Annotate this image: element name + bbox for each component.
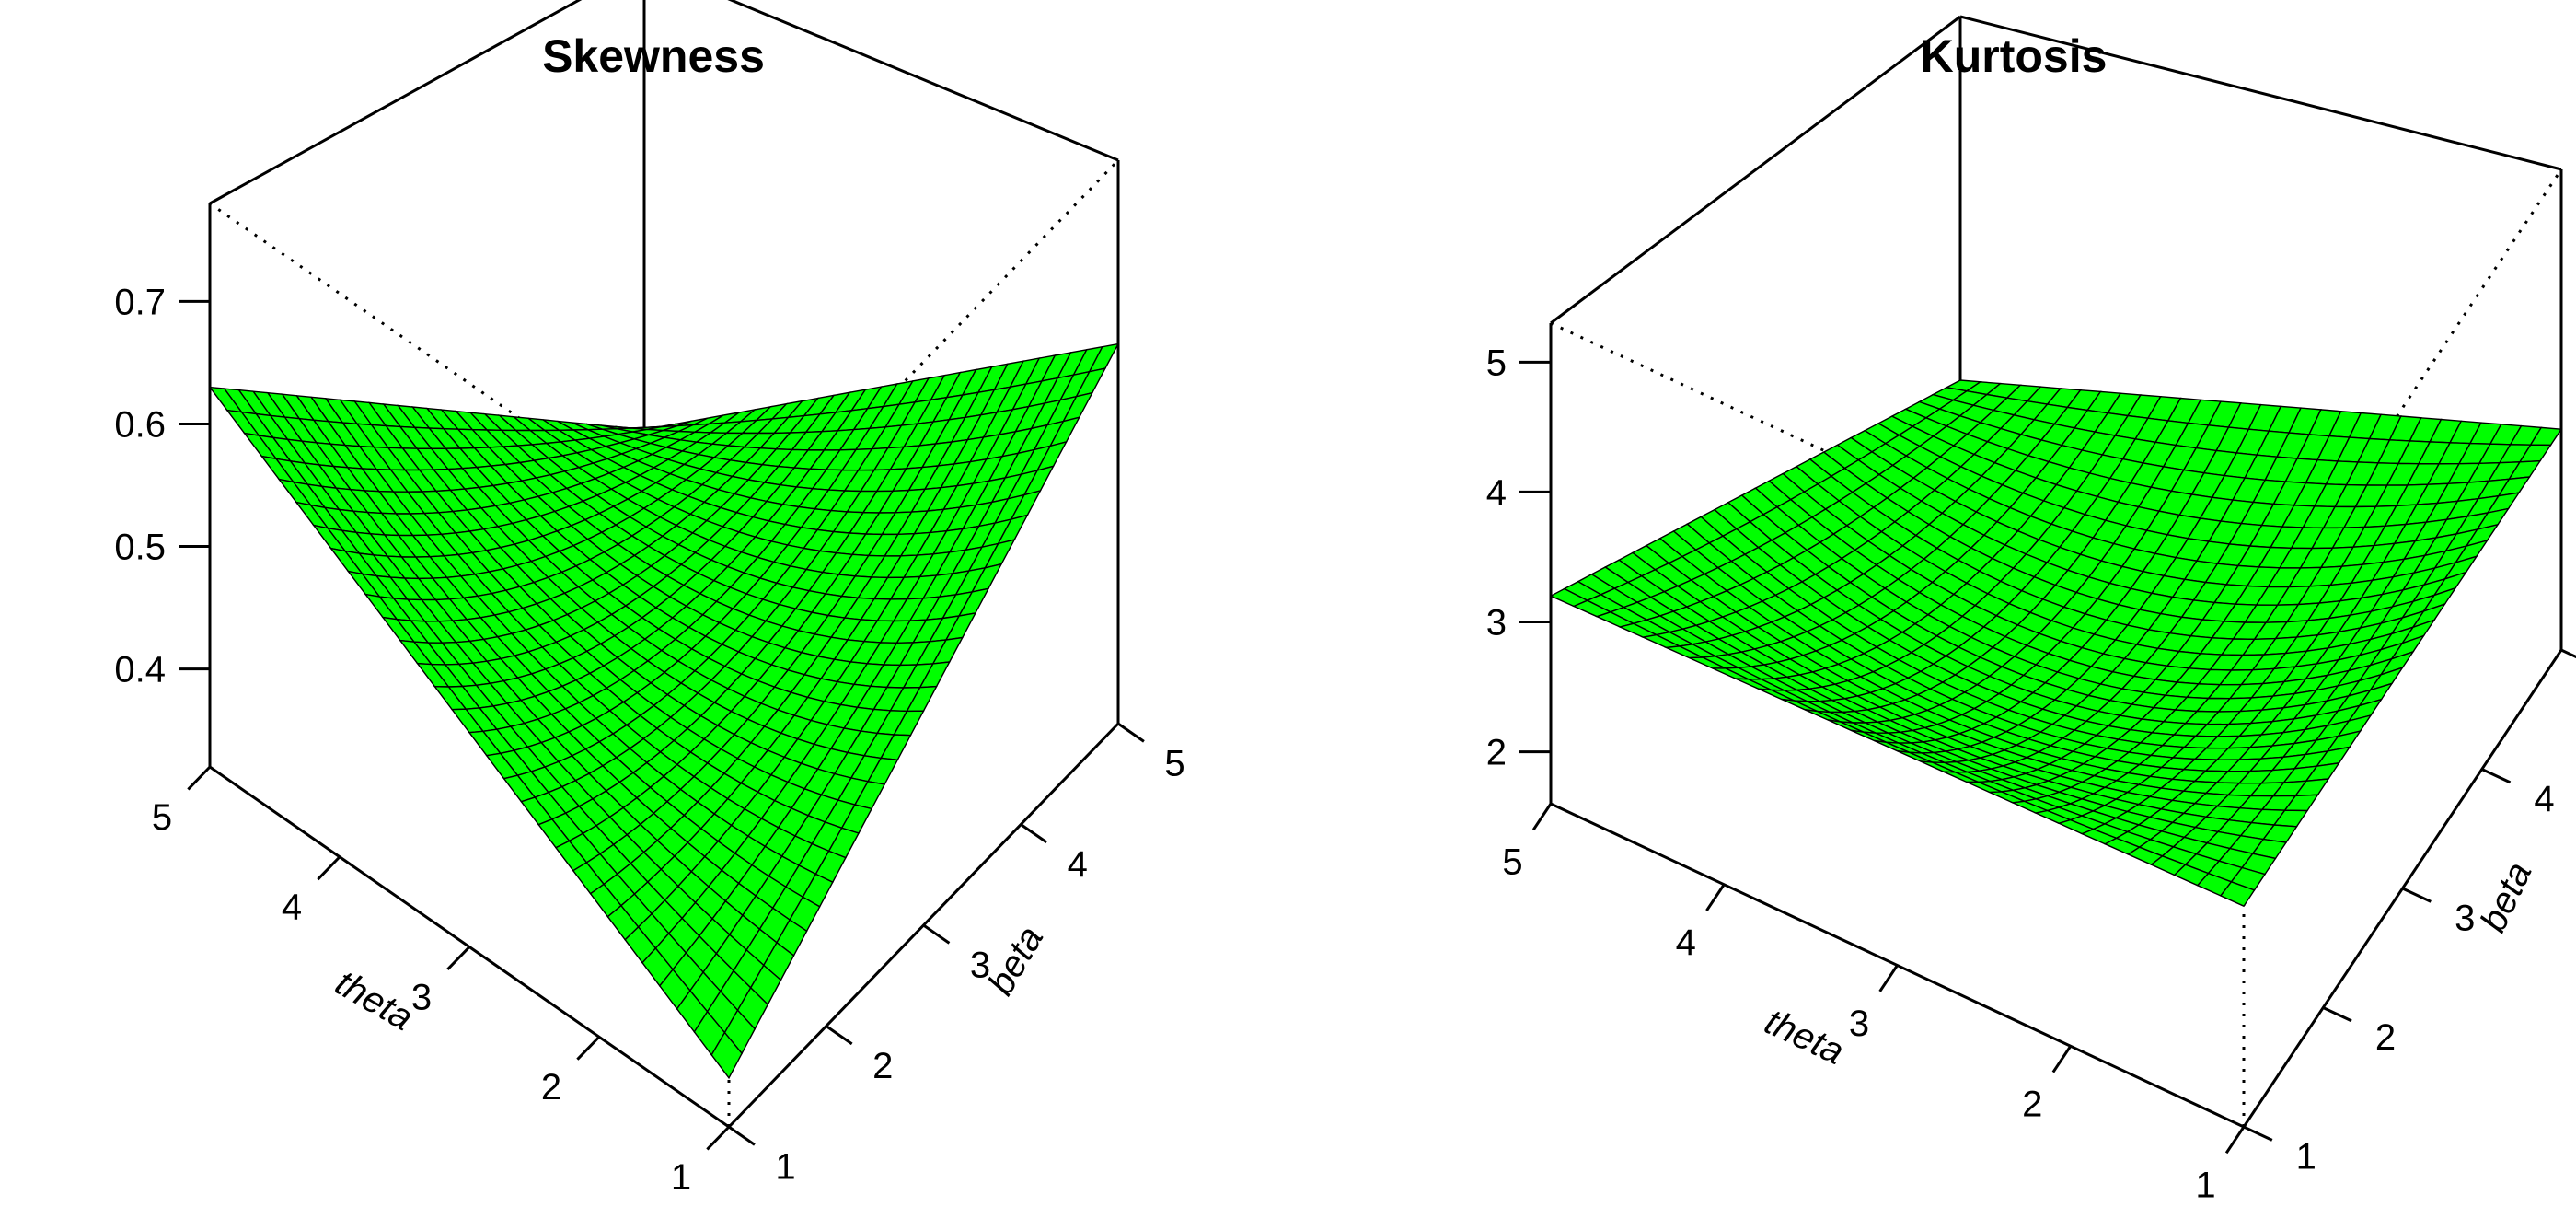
beta-tick-label: 3 — [970, 946, 990, 986]
theta-tick — [2224, 1126, 2246, 1155]
z-tick-label: 0.7 — [114, 282, 166, 322]
kurtosis-theta-label: theta — [1759, 1001, 1850, 1072]
theta-tick — [706, 1125, 731, 1151]
skewness-beta-label: beta — [980, 920, 1051, 1002]
theta-tick-label: 4 — [282, 888, 302, 928]
beta-tick — [2401, 887, 2432, 903]
theta-tick-label: 1 — [2195, 1165, 2215, 1205]
z-tick-label: 0.6 — [114, 404, 166, 445]
beta-tick — [825, 1025, 853, 1046]
theta-tick-label: 5 — [152, 797, 172, 838]
z-tick-label: 0.5 — [114, 528, 166, 568]
skewness-theta-label: theta — [329, 962, 420, 1039]
theta-tick — [1878, 964, 1899, 992]
beta-tick — [2243, 1125, 2273, 1142]
beta-tick — [2322, 1006, 2352, 1023]
z-tick-label: 2 — [1486, 733, 1507, 773]
beta-tick-label: 4 — [2534, 779, 2554, 819]
beta-tick — [2560, 648, 2576, 659]
kurtosis-surface — [1549, 379, 2563, 908]
kurtosis-panel: Kurtosis 12345123452345 theta beta — [1486, 15, 2576, 1205]
skewness-ticks: 1 2 3 4 5 1 2 3 4 5 0.4 0.5 0.6 0.7 — [114, 282, 1184, 1197]
kurtosis-beta-label: beta — [2473, 856, 2540, 938]
skewness-surface — [208, 342, 1120, 1080]
z-tick-label: 0.4 — [114, 650, 166, 690]
beta-tick — [728, 1125, 756, 1146]
theta-tick — [187, 765, 212, 791]
beta-tick-label: 1 — [2296, 1137, 2316, 1178]
z-tick-label: 5 — [1486, 342, 1507, 383]
theta-tick-label: 2 — [2022, 1085, 2042, 1125]
box-edge — [1959, 15, 2562, 171]
box-edge — [1550, 15, 1961, 325]
theta-tick-label: 2 — [541, 1067, 561, 1108]
beta-tick-label: 4 — [1068, 844, 1088, 885]
hidden-edge — [2242, 168, 2563, 647]
surface-facet — [2219, 880, 2256, 908]
beta-tick-label: 3 — [2455, 899, 2475, 939]
kurtosis-ticks: 12345123452345 — [1486, 342, 2576, 1205]
theta-tick — [1531, 803, 1553, 831]
beta-tick-label: 1 — [775, 1147, 795, 1188]
beta-tick-label: 2 — [872, 1046, 893, 1086]
theta-tick — [446, 946, 471, 970]
beta-tick — [1020, 823, 1048, 844]
beta-tick-label: 2 — [2375, 1017, 2396, 1058]
skewness-title: Skewness — [542, 30, 765, 82]
theta-tick-label: 3 — [1849, 1004, 1869, 1044]
box-edge — [209, 0, 583, 205]
theta-tick — [1705, 883, 1726, 911]
theta-tick-label: 3 — [411, 977, 432, 1017]
beta-tick-label: 5 — [1164, 744, 1184, 784]
theta-tick — [317, 855, 341, 881]
theta-tick-label: 1 — [671, 1157, 691, 1198]
theta-tick-label: 4 — [1676, 922, 1696, 963]
skewness-panel: Skewness 1 2 3 4 5 1 2 3 4 5 0.4 0.5 0.6 0.7 theta be… — [114, 0, 1185, 1198]
beta-tick — [922, 923, 951, 945]
beta-tick — [1117, 722, 1145, 743]
theta-tick — [576, 1036, 601, 1061]
z-tick-label: 4 — [1486, 472, 1507, 513]
kurtosis-title: Kurtosis — [1921, 30, 2108, 82]
box-edge — [727, 0, 1119, 162]
surface-facet — [710, 1031, 743, 1080]
z-tick-label: 3 — [1486, 602, 1507, 643]
theta-tick — [2051, 1045, 2072, 1073]
beta-tick — [2481, 768, 2512, 784]
theta-tick-label: 5 — [1502, 841, 1522, 882]
